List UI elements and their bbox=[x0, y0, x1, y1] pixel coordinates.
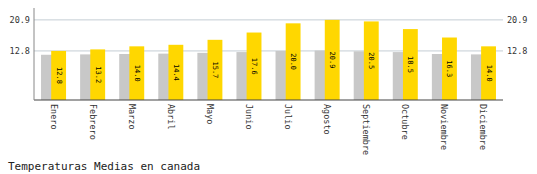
title: Temperaturas Medias en canada bbox=[8, 160, 200, 173]
bar bbox=[51, 51, 66, 100]
x-axis-line bbox=[34, 99, 503, 100]
chart-svg: 12.8 13.2 14.0 14.4 15.7 17.6 20.0 20.9 20.5 18.5… bbox=[0, 0, 537, 174]
bar bbox=[481, 46, 496, 100]
x-tick-label: Septiembre bbox=[361, 104, 371, 155]
bars bbox=[41, 20, 496, 100]
x-tick-label: Noviembre bbox=[439, 104, 449, 150]
bar bbox=[90, 49, 105, 100]
data-label: 14.0 bbox=[133, 65, 141, 82]
x-tick-label: Abril bbox=[166, 104, 176, 130]
bar bbox=[442, 38, 457, 100]
y-axis-line bbox=[34, 8, 35, 100]
grid-line bbox=[34, 19, 503, 20]
chart-container: 12.8 13.2 14.0 14.4 15.7 17.6 20.0 20.9 20.5 18.5… bbox=[0, 0, 537, 174]
y-tick-label: 12.8 bbox=[10, 46, 30, 56]
data-label: 14.0 bbox=[485, 65, 493, 82]
x-tick-label: Marzo bbox=[127, 104, 137, 130]
bar bbox=[403, 29, 418, 100]
x-tick-label: Enero bbox=[49, 104, 59, 130]
x-tick-label: Junio bbox=[244, 104, 254, 130]
data-label: 15.7 bbox=[211, 61, 219, 78]
y-tick-label-right: 20.9 bbox=[507, 15, 527, 25]
x-tick-label: Octubre bbox=[400, 104, 410, 140]
data-label: 14.4 bbox=[172, 64, 180, 81]
bar bbox=[364, 21, 379, 100]
y-tick-label: 20.9 bbox=[10, 15, 30, 25]
bar bbox=[286, 23, 301, 100]
x-tick-label: Agosto bbox=[322, 104, 332, 135]
bar bbox=[325, 20, 340, 100]
data-label: 20.9 bbox=[328, 52, 336, 69]
bar bbox=[129, 46, 144, 100]
data-label: 20.5 bbox=[367, 52, 375, 69]
x-tick-label: Diciembre bbox=[478, 104, 488, 150]
x-tick-label: Julio bbox=[283, 104, 293, 130]
bar bbox=[208, 40, 223, 100]
data-label: 17.6 bbox=[250, 58, 258, 75]
x-tick-label: Mayo bbox=[205, 104, 215, 124]
y-tick-label-right: 12.8 bbox=[507, 46, 527, 56]
bar bbox=[247, 33, 262, 100]
data-label: 16.3 bbox=[445, 60, 453, 77]
bar bbox=[168, 45, 183, 100]
data-label: 12.8 bbox=[55, 67, 63, 84]
data-label: 20.0 bbox=[289, 53, 297, 70]
data-label: 13.2 bbox=[94, 66, 102, 83]
x-tick-label: Febrero bbox=[88, 104, 98, 140]
data-label: 18.5 bbox=[406, 56, 414, 73]
